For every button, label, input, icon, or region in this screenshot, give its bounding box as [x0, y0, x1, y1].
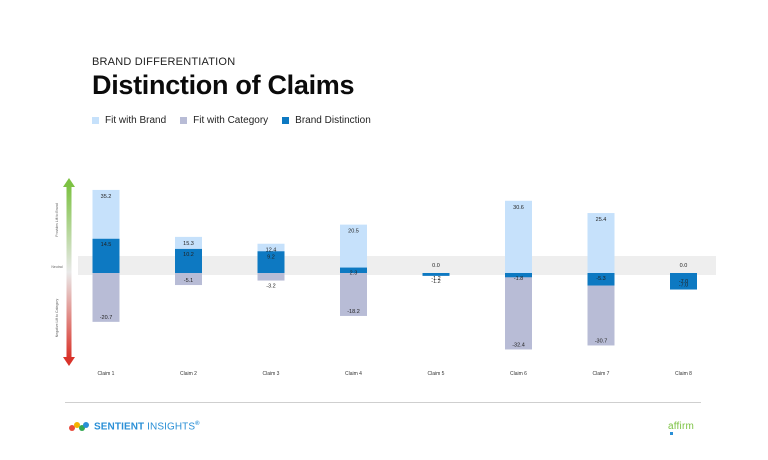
bar-brand-distinction — [422, 273, 450, 276]
data-label-fit-with-brand: 35.2 — [101, 194, 112, 200]
x-tick-label: Claim 2 — [180, 371, 197, 377]
data-label-brand-distinction: -7.0 — [679, 279, 688, 285]
bar-brand-distinction — [670, 273, 697, 290]
data-label-brand-distinction: 2.3 — [350, 271, 358, 277]
legend-swatch-brand-distinction — [282, 117, 290, 124]
partner-logo-dot-icon — [670, 432, 673, 435]
neutral-band — [78, 256, 716, 275]
logo-text-main: SENTIENT — [94, 421, 145, 433]
data-label-fit-with-category: -5.1 — [184, 278, 193, 284]
logo-mark-icon — [69, 422, 89, 431]
data-label-fit-with-brand: 20.5 — [348, 229, 359, 235]
bar-fit-with-category — [92, 273, 120, 322]
side-arrow-up-icon — [63, 178, 75, 187]
data-label-fit-with-brand: 0.0 — [680, 263, 688, 269]
bar-fit-with-category — [505, 273, 532, 350]
legend-swatch-fit-with-brand — [92, 117, 99, 124]
data-label-fit-with-brand: 30.6 — [513, 205, 524, 211]
legend-label-fit-with-brand: Fit with Brand — [105, 115, 167, 126]
side-axis-middle-label: Neutral — [51, 265, 63, 269]
data-label-fit-with-category: -18.2 — [347, 309, 360, 315]
data-label-brand-distinction: -1.8 — [514, 276, 523, 282]
chart-kicker: BRAND DIFFERENTIATION — [92, 56, 236, 68]
bar-brand-distinction — [340, 267, 367, 273]
bar-fit-with-category — [175, 273, 202, 286]
bar-fit-with-brand — [505, 200, 532, 273]
data-label-fit-with-brand: 25.4 — [596, 217, 607, 223]
data-label-fit-with-category: -3.2 — [266, 284, 275, 290]
bar-brand-distinction — [257, 251, 285, 273]
bar-brand-distinction — [505, 273, 532, 278]
side-arrow-shaft — [66, 186, 72, 358]
chart-legend: Fit with Brand Fit with Category Brand D… — [92, 115, 371, 126]
legend-swatch-fit-with-category — [180, 117, 188, 124]
footer-divider — [65, 402, 701, 403]
partner-logo-text: affirm — [668, 421, 695, 432]
data-label-brand-distinction: 14.5 — [101, 242, 112, 248]
data-label-fit-with-category: -7.0 — [679, 283, 688, 289]
bar-fit-with-brand — [587, 213, 615, 273]
chart-title: Distinction of Claims — [92, 70, 355, 100]
logo-registered-mark: ® — [195, 421, 200, 428]
data-label-fit-with-category: -1.2 — [431, 279, 440, 285]
data-label-fit-with-brand: 0.0 — [432, 263, 440, 269]
bar-fit-with-brand — [340, 224, 367, 273]
x-tick-label: Claim 8 — [675, 371, 692, 377]
data-label-brand-distinction: -5.3 — [596, 276, 605, 282]
side-axis-top-label: Provides Lift to Brand — [55, 203, 59, 237]
logo-text-secondary: INSIGHTS — [144, 421, 196, 433]
x-tick-label: Claim 4 — [345, 371, 362, 377]
bar-brand-distinction — [92, 238, 120, 273]
bar-brand-distinction — [587, 273, 615, 286]
x-tick-label: Claim 6 — [510, 371, 527, 377]
bar-brand-distinction — [175, 248, 202, 273]
data-label-brand-distinction: 9.2 — [267, 254, 275, 260]
data-label-brand-distinction: 10.2 — [183, 252, 194, 258]
data-label-fit-with-brand: 15.3 — [183, 241, 194, 247]
data-label-brand-distinction: -1.2 — [431, 276, 440, 282]
x-tick-label: Claim 3 — [263, 371, 280, 377]
legend-label-brand-distinction: Brand Distinction — [295, 115, 371, 126]
x-tick-label: Claim 5 — [428, 371, 445, 377]
x-tick-label: Claim 7 — [593, 371, 610, 377]
logo-text: SENTIENT INSIGHTS® — [94, 421, 200, 432]
legend-item-fit-with-brand: Fit with Brand — [92, 115, 166, 126]
bar-fit-with-category — [340, 273, 367, 316]
data-label-fit-with-category: -32.4 — [512, 342, 525, 348]
legend-item-fit-with-category: Fit with Category — [180, 115, 268, 126]
side-axis-bottom-label: Negative Lift to Category — [55, 298, 59, 337]
legend-item-brand-distinction: Brand Distinction — [282, 115, 371, 126]
bar-fit-with-category — [257, 273, 285, 281]
data-label-fit-with-brand: 12.4 — [266, 248, 277, 254]
sentient-insights-logo: SENTIENT INSIGHTS® — [68, 420, 200, 434]
x-tick-label: Claim 1 — [98, 371, 115, 377]
data-label-fit-with-category: -20.7 — [100, 315, 113, 321]
data-label-fit-with-category: -30.7 — [595, 338, 608, 344]
side-arrow-down-icon — [63, 357, 75, 366]
legend-label-fit-with-category: Fit with Category — [193, 115, 269, 126]
